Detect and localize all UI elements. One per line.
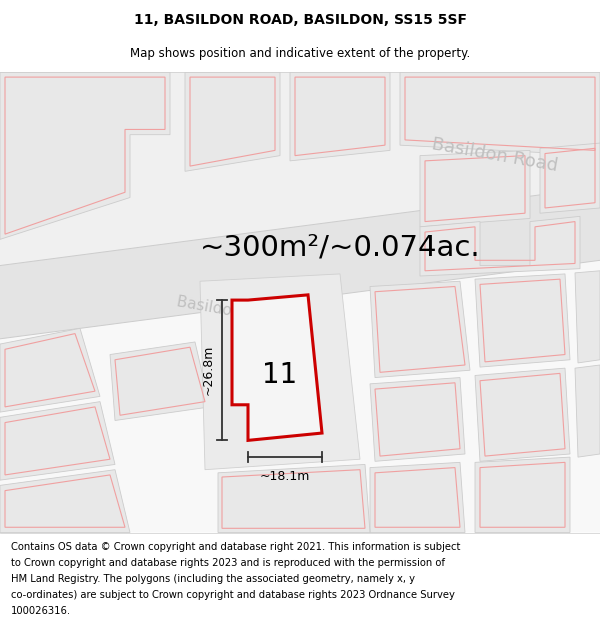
Polygon shape bbox=[218, 464, 370, 532]
Polygon shape bbox=[575, 271, 600, 363]
Text: 11, BASILDON ROAD, BASILDON, SS15 5SF: 11, BASILDON ROAD, BASILDON, SS15 5SF bbox=[133, 13, 467, 27]
Text: HM Land Registry. The polygons (including the associated geometry, namely x, y: HM Land Registry. The polygons (includin… bbox=[11, 574, 415, 584]
Polygon shape bbox=[0, 72, 600, 266]
Text: ~18.1m: ~18.1m bbox=[260, 470, 310, 482]
Polygon shape bbox=[0, 328, 100, 412]
Polygon shape bbox=[0, 402, 115, 480]
Text: co-ordinates) are subject to Crown copyright and database rights 2023 Ordnance S: co-ordinates) are subject to Crown copyr… bbox=[11, 590, 455, 600]
Text: Contains OS data © Crown copyright and database right 2021. This information is : Contains OS data © Crown copyright and d… bbox=[11, 542, 460, 552]
Polygon shape bbox=[420, 216, 580, 276]
Text: Basildon Road: Basildon Road bbox=[175, 294, 284, 328]
Polygon shape bbox=[110, 342, 210, 421]
Text: 11: 11 bbox=[262, 361, 298, 389]
Polygon shape bbox=[475, 457, 570, 532]
Polygon shape bbox=[232, 295, 322, 441]
Polygon shape bbox=[370, 281, 470, 378]
Text: ~26.8m: ~26.8m bbox=[202, 345, 215, 396]
Polygon shape bbox=[575, 365, 600, 457]
Polygon shape bbox=[475, 368, 570, 461]
Polygon shape bbox=[0, 187, 600, 339]
Text: ~300m²/~0.074ac.: ~300m²/~0.074ac. bbox=[200, 234, 481, 262]
Polygon shape bbox=[540, 143, 600, 213]
Polygon shape bbox=[0, 260, 600, 532]
Polygon shape bbox=[420, 151, 530, 227]
Polygon shape bbox=[0, 470, 130, 532]
Text: Map shows position and indicative extent of the property.: Map shows position and indicative extent… bbox=[130, 48, 470, 61]
Polygon shape bbox=[475, 274, 570, 367]
Text: to Crown copyright and database rights 2023 and is reproduced with the permissio: to Crown copyright and database rights 2… bbox=[11, 558, 445, 568]
Polygon shape bbox=[400, 72, 600, 156]
Text: Basildon Road: Basildon Road bbox=[430, 136, 559, 176]
Text: 100026316.: 100026316. bbox=[11, 606, 71, 616]
Polygon shape bbox=[200, 274, 360, 470]
Polygon shape bbox=[370, 378, 465, 461]
Polygon shape bbox=[290, 72, 390, 161]
Polygon shape bbox=[185, 72, 280, 171]
Polygon shape bbox=[0, 72, 170, 239]
Polygon shape bbox=[370, 462, 465, 532]
